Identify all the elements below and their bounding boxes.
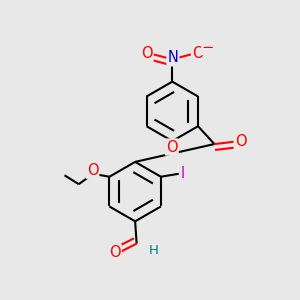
Text: O: O: [166, 140, 178, 154]
Text: N: N: [167, 50, 178, 65]
Text: −: −: [201, 40, 214, 55]
Text: O: O: [109, 245, 121, 260]
Text: O: O: [141, 46, 152, 61]
Text: O: O: [192, 46, 204, 61]
Text: I: I: [181, 166, 185, 181]
Text: O: O: [87, 163, 98, 178]
Text: H: H: [149, 244, 159, 257]
Text: O: O: [235, 134, 246, 148]
